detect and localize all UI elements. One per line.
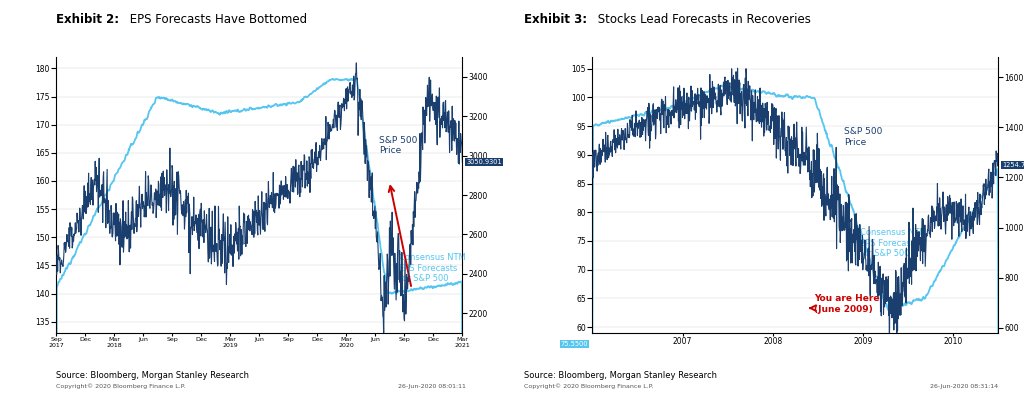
Text: Exhibit 3:: Exhibit 3: (524, 13, 588, 26)
Text: S&P 500
Price: S&P 500 Price (844, 127, 883, 147)
Text: Consensus NTM
EPS Forecasts
for S&P 500: Consensus NTM EPS Forecasts for S&P 500 (399, 253, 466, 283)
Text: 1254.77: 1254.77 (1002, 162, 1024, 168)
Text: Exhibit 2:: Exhibit 2: (56, 13, 120, 26)
Text: 3050.9301: 3050.9301 (467, 159, 502, 165)
Text: Copyright© 2020 Bloomberg Finance L.P.: Copyright© 2020 Bloomberg Finance L.P. (56, 383, 185, 389)
Text: Source: Bloomberg, Morgan Stanley Research: Source: Bloomberg, Morgan Stanley Resear… (524, 371, 717, 380)
Text: EPS Forecasts Have Bottomed: EPS Forecasts Have Bottomed (126, 13, 307, 26)
Text: Stocks Lead Forecasts in Recoveries: Stocks Lead Forecasts in Recoveries (594, 13, 811, 26)
Text: Source: Bloomberg, Morgan Stanley Research: Source: Bloomberg, Morgan Stanley Resear… (56, 371, 249, 380)
Text: You are Here
(June 2009): You are Here (June 2009) (814, 294, 880, 314)
Text: Consensus NTM
EPS Forecasts
for S&P 500: Consensus NTM EPS Forecasts for S&P 500 (860, 228, 927, 258)
Text: 26-Jun-2020 08:01:11: 26-Jun-2020 08:01:11 (398, 384, 466, 389)
Text: S&P 500
Price: S&P 500 Price (379, 136, 418, 155)
Text: 75.5500: 75.5500 (561, 341, 588, 347)
Text: Copyright© 2020 Bloomberg Finance L.P.: Copyright© 2020 Bloomberg Finance L.P. (524, 383, 653, 389)
Text: 26-Jun-2020 08:31:14: 26-Jun-2020 08:31:14 (930, 384, 998, 389)
